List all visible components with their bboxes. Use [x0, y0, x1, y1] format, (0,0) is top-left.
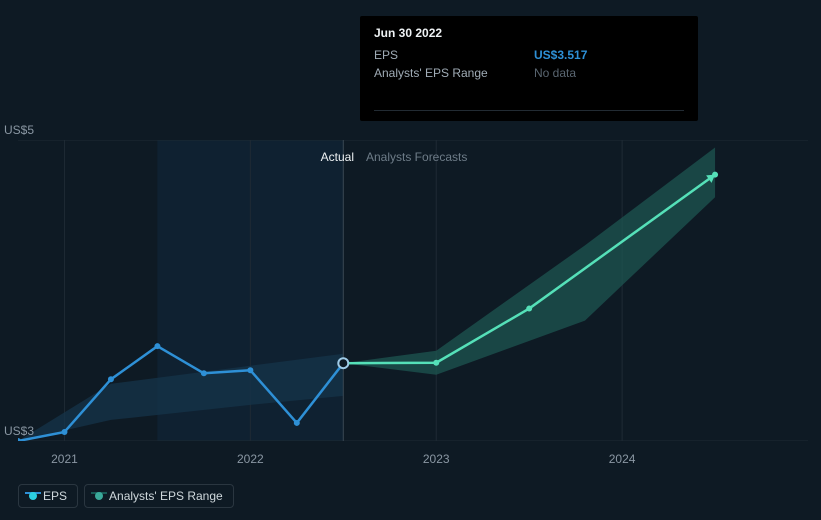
y-axis-tick-label: US$5 [4, 123, 34, 137]
x-axis-tick-label: 2021 [51, 452, 78, 466]
chart-svg [18, 140, 808, 441]
legend-label: EPS [43, 489, 67, 503]
legend-label: Analysts' EPS Range [109, 489, 223, 503]
section-label-actual: Actual [321, 150, 354, 164]
legend-swatch-eps [29, 489, 37, 503]
y-axis-tick-label: US$3 [4, 424, 34, 438]
tooltip-key: Analysts' EPS Range [374, 66, 494, 80]
chart-tooltip: Jun 30 2022 EPS US$3.517 Analysts' EPS R… [360, 16, 698, 121]
legend-swatch-range [95, 489, 103, 503]
legend-item-range[interactable]: Analysts' EPS Range [84, 484, 234, 508]
section-label-forecast: Analysts Forecasts [366, 150, 467, 164]
legend-item-eps[interactable]: EPS [18, 484, 78, 508]
chart-legend: EPS Analysts' EPS Range [18, 484, 234, 508]
x-axis-tick-label: 2023 [423, 452, 450, 466]
tooltip-value: No data [534, 66, 576, 80]
tooltip-divider [374, 110, 684, 111]
x-axis-tick-label: 2024 [609, 452, 636, 466]
tooltip-title: Jun 30 2022 [374, 26, 684, 40]
tooltip-row-eps: EPS US$3.517 [374, 46, 684, 64]
tooltip-row-range: Analysts' EPS Range No data [374, 64, 684, 82]
tooltip-value: US$3.517 [534, 48, 587, 62]
eps-chart[interactable]: Actual Analysts Forecasts US$3US$5202120… [18, 140, 808, 441]
x-axis-tick-label: 2022 [237, 452, 264, 466]
tooltip-key: EPS [374, 48, 494, 62]
